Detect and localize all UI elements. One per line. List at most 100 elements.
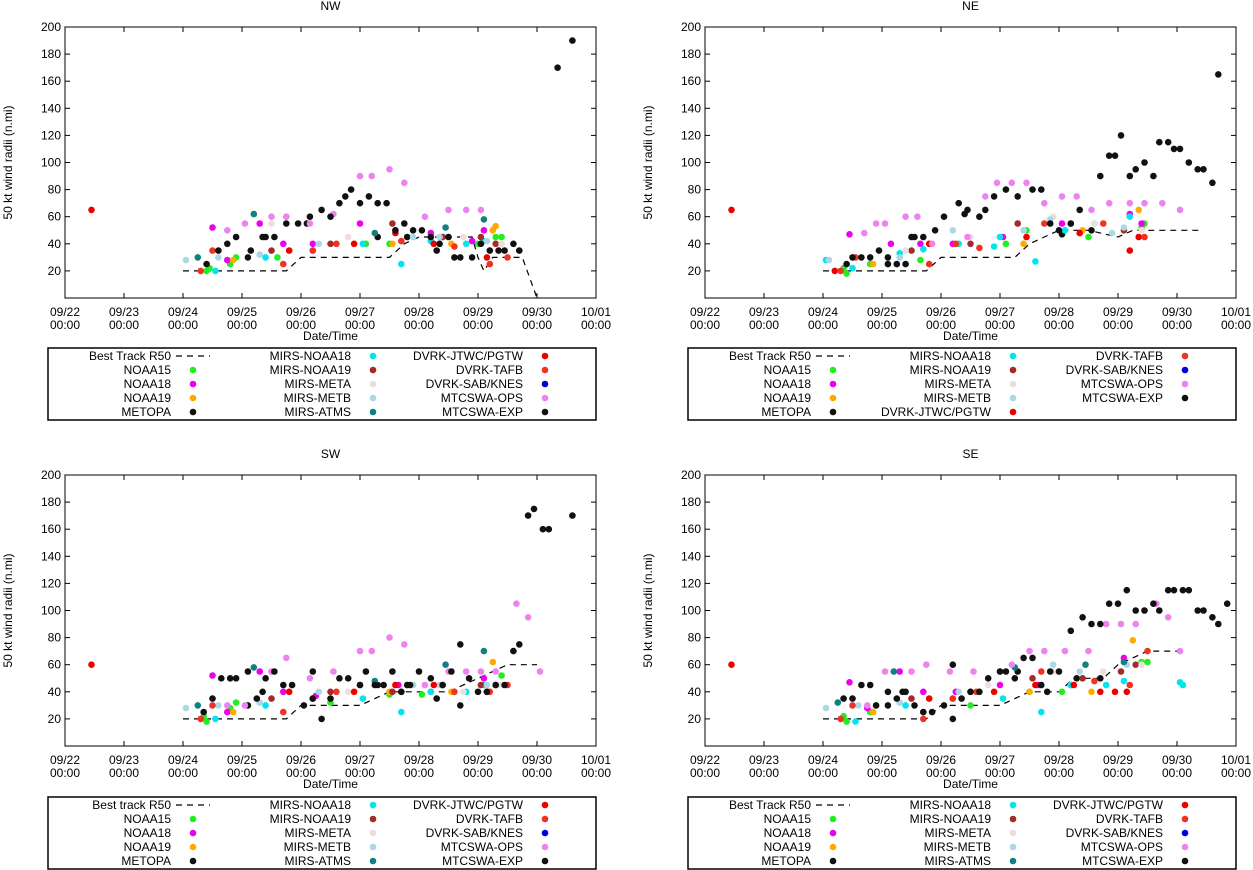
legend-swatch-metopa: [829, 857, 837, 865]
point-mtcswa-exp: [858, 681, 865, 689]
point-mirs-noaa19: [477, 681, 485, 689]
point-mirs-noaa19: [967, 240, 974, 248]
point-mtcswa-exp: [215, 247, 222, 254]
point-mtcswa-exp: [911, 233, 918, 241]
point-mtcswa-exp: [866, 681, 874, 689]
legend-label: DVRK-SAB/KNES: [1066, 826, 1163, 840]
point-mirs-noaa19: [1014, 220, 1021, 227]
point-mtcswa-exp: [474, 688, 482, 696]
point-mtcswa-ops: [524, 614, 532, 621]
legend-label: MIRS-ATMS: [285, 405, 351, 419]
point-mtcswa-exp: [955, 199, 962, 207]
point-mtcswa-exp: [569, 37, 576, 44]
x-axis-label: Date/Time: [943, 329, 998, 343]
x-tick-label-date: 09/23: [109, 305, 139, 319]
point-mirs-metb: [1049, 661, 1057, 668]
point-mtcswa-exp: [996, 668, 1004, 675]
point-noaa19: [1026, 688, 1033, 696]
point-mirs-atms: [480, 647, 488, 655]
point-mirs-noaa19: [327, 688, 334, 696]
legend-label: MIRS-META: [285, 377, 351, 391]
legend-label: DVRK-SAB/KNES: [1066, 363, 1163, 377]
point-metopa: [1073, 675, 1080, 682]
point-mtcswa-exp: [1170, 586, 1178, 594]
legend-swatch-mirs-meta: [1009, 829, 1017, 837]
x-tick-label-time: 00:00: [581, 318, 611, 332]
point-mirs-metb: [182, 256, 190, 264]
point-mtcswa-exp: [365, 193, 373, 200]
point-mtcswa-exp: [1126, 172, 1134, 180]
point-mirs-meta: [984, 681, 992, 689]
point-mtcswa-exp: [1150, 600, 1157, 607]
point-mtcswa-ops: [224, 702, 231, 709]
point-noaa15: [1058, 688, 1066, 696]
point-mtcswa-exp: [530, 505, 538, 513]
legend-label: MTCSWA-OPS: [1081, 377, 1163, 391]
legend-swatch-mirs-noaa19: [369, 366, 377, 374]
point-mtcswa-exp: [893, 695, 901, 702]
legend-label: MTCSWA-EXP: [1082, 854, 1163, 868]
x-tick-label-date: 09/29: [1103, 753, 1133, 767]
point-mirs-noaa18: [990, 243, 998, 250]
point-mtcswa-exp: [866, 254, 874, 261]
point-mirs-metb: [1020, 227, 1027, 234]
point-mtcswa-exp: [347, 186, 355, 193]
legend-swatch-mirs-meta: [369, 829, 377, 837]
point-dvrk-tafb: [1041, 220, 1048, 227]
legend-label: Best track R50: [92, 798, 171, 812]
x-tick-label-date: 09/26: [926, 305, 956, 319]
point-dvrk-tafb: [398, 237, 405, 245]
point-mtcswa-exp: [406, 681, 414, 689]
x-tick-label-time: 00:00: [345, 318, 375, 332]
x-tick-label-date: 09/24: [168, 753, 198, 767]
y-tick-label: 160: [681, 522, 701, 536]
point-mtcswa-exp: [436, 240, 443, 248]
point-mtcswa-exp: [1141, 159, 1148, 166]
point-mtcswa-ops: [1026, 647, 1033, 655]
y-tick-label: 80: [48, 183, 62, 197]
x-tick-label-date: 10/01: [1221, 305, 1251, 319]
point-mtcswa-exp: [1117, 132, 1125, 139]
point-mtcswa-ops: [1008, 179, 1016, 187]
point-mtcswa-exp: [318, 715, 325, 723]
point-mtcswa-exp: [1029, 654, 1036, 662]
point-mirs-meta: [1138, 227, 1145, 234]
point-mtcswa-exp: [1209, 179, 1216, 187]
point-dvrk-tafb: [1091, 677, 1098, 685]
y-tick-label: 100: [681, 156, 701, 170]
point-mtcswa-exp: [982, 206, 989, 214]
point-mtcswa-exp: [1055, 227, 1063, 234]
y-tick-label: 60: [48, 210, 62, 224]
point-mtcswa-ops: [1176, 647, 1184, 655]
point-dvrk-tafb: [837, 267, 844, 275]
point-mtcswa-exp: [271, 668, 278, 675]
point-mtcswa-exp: [940, 213, 948, 220]
point-mtcswa-exp: [1170, 145, 1178, 153]
x-tick-label-date: 09/29: [463, 753, 493, 767]
point-mirs-noaa18: [262, 254, 269, 261]
point-mtcswa-exp: [288, 681, 296, 689]
point-mtcswa-exp: [244, 668, 252, 675]
point-noaa15: [1002, 240, 1010, 248]
point-dvrk-jtwc-pgtw: [88, 206, 95, 214]
point-mtcswa-exp: [383, 199, 390, 207]
point-mtcswa-exp: [356, 199, 364, 207]
x-tick-label-time: 00:00: [808, 766, 838, 780]
point-mirs-meta: [1138, 661, 1145, 668]
point-mirs-noaa19: [492, 240, 500, 248]
point-mtcswa-exp: [984, 675, 992, 682]
y-tick-label: 40: [48, 237, 62, 251]
point-dvrk-tafb: [1144, 647, 1151, 655]
legend-label: NOAA15: [764, 812, 812, 826]
point-noaa18: [996, 681, 1004, 689]
x-tick-label-date: 09/24: [808, 753, 838, 767]
legend-label: MIRS-META: [925, 377, 991, 391]
point-mirs-atms: [1082, 661, 1089, 668]
point-mtcswa-exp: [259, 233, 266, 241]
x-tick-label-date: 09/25: [867, 305, 897, 319]
legend-swatch-mirs-noaa18: [369, 352, 377, 360]
point-mtcswa-ops: [513, 600, 520, 607]
point-dvrk-jtwc-pgtw: [1135, 233, 1142, 241]
point-dvrk-jtwc-pgtw: [1076, 229, 1083, 237]
point-mtcswa-exp: [1088, 227, 1095, 234]
